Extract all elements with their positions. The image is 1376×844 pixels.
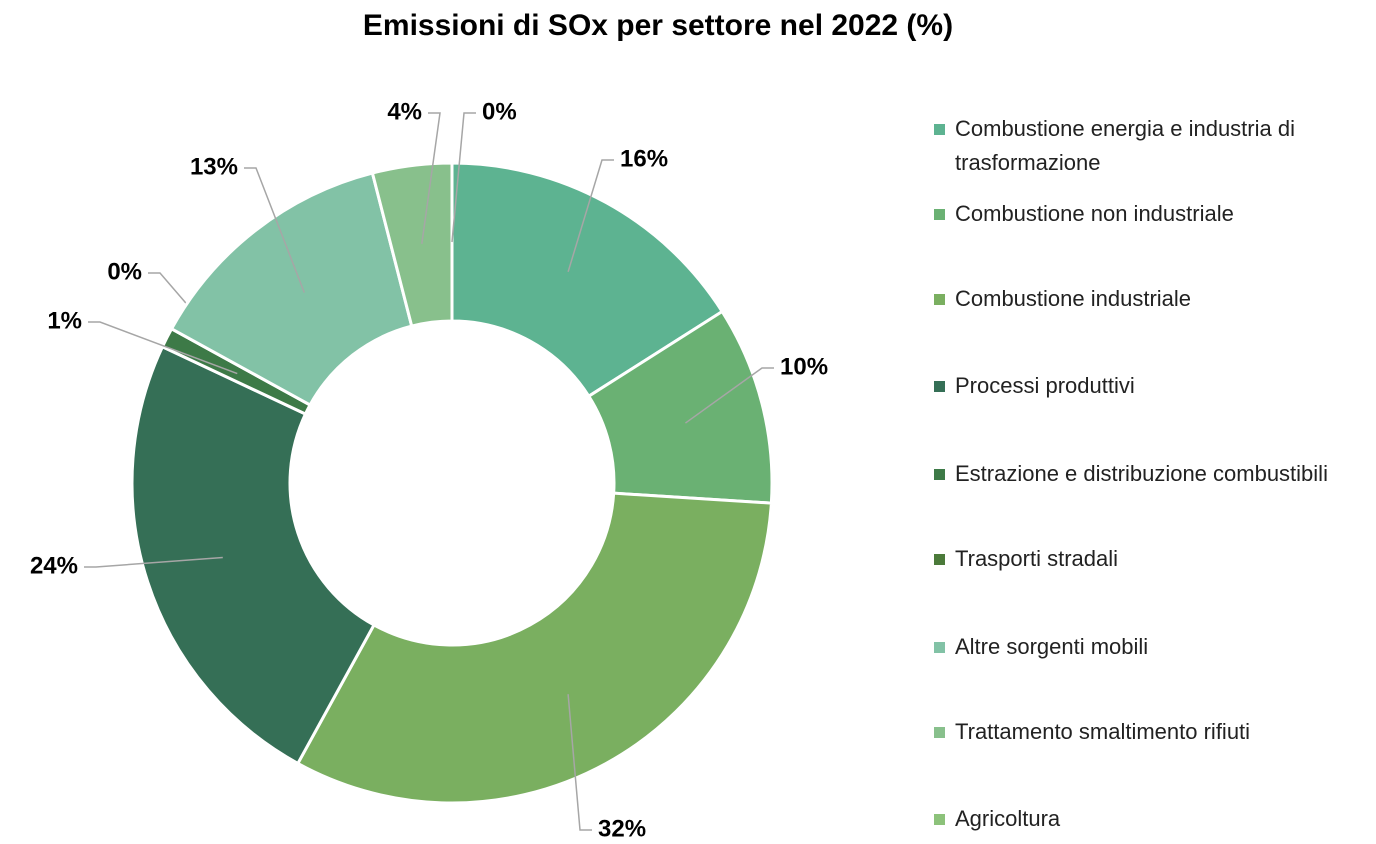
- leader-line: [88, 321, 238, 375]
- legend-label: Agricoltura: [955, 806, 1061, 831]
- legend-item: Combustione non industriale: [934, 197, 1364, 231]
- data-label: 13%: [190, 153, 238, 180]
- legend-label: Estrazione e distribuzione combustibili: [955, 461, 1328, 486]
- legend-item: Altre sorgenti mobili: [934, 630, 1364, 664]
- legend-swatch: [934, 554, 945, 565]
- data-label: 10%: [780, 353, 828, 380]
- legend-label: Processi produttivi: [955, 373, 1135, 398]
- legend-swatch: [934, 294, 945, 305]
- legend-item: Processi produttivi: [934, 369, 1364, 403]
- leader-line: [451, 112, 476, 243]
- legend-label: Combustione non industriale: [955, 201, 1234, 226]
- legend-swatch: [934, 642, 945, 653]
- legend-item: Trasporti stradali: [934, 542, 1364, 576]
- legend-label: Trattamento smaltimento rifiuti: [955, 719, 1251, 744]
- legend-label: Combustione industriale: [955, 286, 1192, 311]
- legend-label: Altre sorgenti mobili: [955, 634, 1149, 659]
- data-label: 32%: [598, 815, 646, 842]
- legend-label: Combustione energia e industria di trasf…: [955, 116, 1295, 175]
- slice: [130, 344, 376, 766]
- legend-swatch: [934, 727, 945, 738]
- data-label: 4%: [387, 98, 422, 125]
- legend-swatch: [934, 124, 945, 135]
- legend-swatch: [934, 381, 945, 392]
- data-label: 0%: [107, 258, 142, 285]
- legend-swatch: [934, 814, 945, 825]
- leader-line: [421, 112, 441, 245]
- legend-item: Combustione industriale: [934, 282, 1364, 316]
- data-label: 24%: [30, 552, 78, 579]
- legend-item: Combustione energia e industria di trasf…: [934, 112, 1364, 180]
- legend-item: Agricoltura: [934, 802, 1364, 836]
- data-label: 1%: [47, 307, 82, 334]
- chart-title: Emissioni di SOx per settore nel 2022 (%…: [363, 9, 953, 42]
- legend-item: Estrazione e distribuzione combustibili: [934, 457, 1364, 491]
- slice: [295, 491, 773, 805]
- legend-swatch: [934, 469, 945, 480]
- leader-line: [567, 694, 592, 831]
- legend-swatch: [934, 209, 945, 220]
- leader-line: [567, 159, 614, 273]
- data-label: 16%: [620, 145, 668, 172]
- legend-label: Trasporti stradali: [955, 546, 1119, 571]
- data-label: 0%: [482, 98, 517, 125]
- leader-line: [244, 167, 305, 293]
- leader-line: [684, 367, 774, 424]
- slice: [169, 171, 414, 407]
- leader-line: [84, 556, 223, 568]
- slice: [450, 161, 725, 399]
- legend-item: Trattamento smaltimento rifiuti: [934, 715, 1364, 749]
